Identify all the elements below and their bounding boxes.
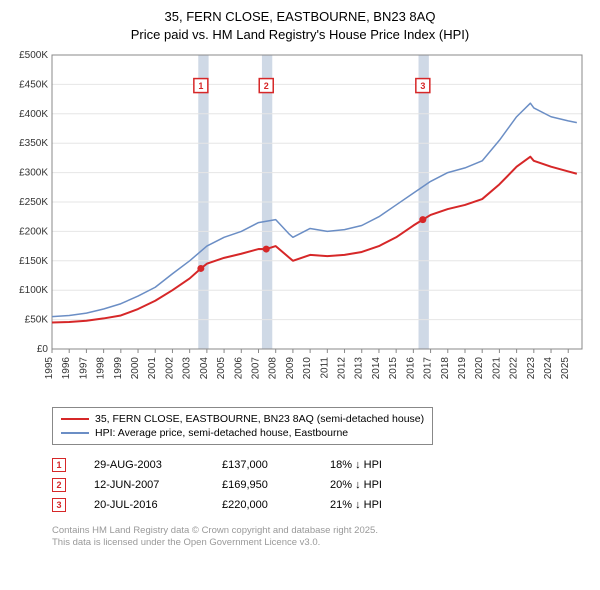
plot-area: £0 £50K £100K £150K £200K £250K £300K £350K £400… <box>10 49 590 399</box>
x-tick-label: 2005 <box>216 357 227 380</box>
x-tick-label: 2007 <box>250 357 261 380</box>
x-tick-label: 2017 <box>423 357 434 380</box>
legend-swatch <box>61 432 89 434</box>
x-tick-label: 2014 <box>371 357 382 380</box>
transaction-date: 20-JUL-2016 <box>94 499 194 511</box>
transaction-price: £169,950 <box>222 479 302 491</box>
y-tick-label: £450K <box>19 79 48 90</box>
y-tick-label: £150K <box>19 256 48 267</box>
title-line-1: 35, FERN CLOSE, EASTBOURNE, BN23 8AQ <box>10 8 590 26</box>
series-line <box>52 157 577 323</box>
transaction-row: 1 29-AUG-2003 £137,000 18% ↓ HPI <box>52 455 590 475</box>
title-line-2: Price paid vs. HM Land Registry's House … <box>10 26 590 44</box>
x-tick-label: 2003 <box>182 357 193 380</box>
transaction-price: £220,000 <box>222 499 302 511</box>
x-tick-label: 2022 <box>509 357 520 380</box>
legend-label: HPI: Average price, semi-detached house,… <box>95 427 348 439</box>
x-tick-label: 1999 <box>113 357 124 380</box>
x-tick-label: 2020 <box>474 357 485 380</box>
transaction-dot <box>263 246 270 253</box>
footer-line-2: This data is licensed under the Open Gov… <box>52 537 590 549</box>
x-tick-label: 2002 <box>164 357 175 380</box>
x-tick-label: 2004 <box>199 357 210 380</box>
footer-line-1: Contains HM Land Registry data © Crown c… <box>52 525 590 537</box>
x-tick-label: 1998 <box>96 357 107 380</box>
x-tick-label: 1995 <box>44 357 55 380</box>
y-tick-label: £250K <box>19 197 48 208</box>
transaction-relative: 18% ↓ HPI <box>330 459 410 471</box>
x-tick-label: 2023 <box>526 357 537 380</box>
y-tick-label: £500K <box>19 50 48 61</box>
x-tick-label: 2016 <box>405 357 416 380</box>
y-tick-label: £400K <box>19 109 48 120</box>
x-tick-label: 2009 <box>285 357 296 380</box>
x-tick-label: 2010 <box>302 357 313 380</box>
y-tick-label: £350K <box>19 138 48 149</box>
x-tick-label: 2015 <box>388 357 399 380</box>
y-tick-label: £50K <box>25 315 49 326</box>
transaction-date: 12-JUN-2007 <box>94 479 194 491</box>
y-tick-label: £0 <box>37 344 49 355</box>
x-tick-label: 2001 <box>147 357 158 380</box>
y-tick-label: £100K <box>19 285 48 296</box>
transaction-dot <box>197 265 204 272</box>
marker-label: 2 <box>264 81 269 91</box>
x-tick-label: 2013 <box>354 357 365 380</box>
transaction-relative: 21% ↓ HPI <box>330 499 410 511</box>
x-tick-label: 2008 <box>268 357 279 380</box>
transaction-marker: 1 <box>52 458 66 472</box>
x-tick-label: 1997 <box>78 357 89 380</box>
x-tick-label: 1996 <box>61 357 72 380</box>
footer-attribution: Contains HM Land Registry data © Crown c… <box>52 525 590 550</box>
legend-row: 35, FERN CLOSE, EASTBOURNE, BN23 8AQ (se… <box>61 412 424 426</box>
marker-label: 3 <box>420 81 425 91</box>
transaction-marker: 3 <box>52 498 66 512</box>
transaction-table: 1 29-AUG-2003 £137,000 18% ↓ HPI 2 12-JUN-200… <box>52 455 590 515</box>
chart-title: 35, FERN CLOSE, EASTBOURNE, BN23 8AQ Pri… <box>10 8 590 43</box>
series-line <box>52 103 577 316</box>
transaction-relative: 20% ↓ HPI <box>330 479 410 491</box>
x-tick-label: 2018 <box>440 357 451 380</box>
transaction-dot <box>419 216 426 223</box>
x-tick-label: 2021 <box>491 357 502 380</box>
legend-swatch <box>61 418 89 420</box>
legend-label: 35, FERN CLOSE, EASTBOURNE, BN23 8AQ (se… <box>95 413 424 425</box>
x-tick-label: 2019 <box>457 357 468 380</box>
y-tick-label: £200K <box>19 226 48 237</box>
transaction-row: 2 12-JUN-2007 £169,950 20% ↓ HPI <box>52 475 590 495</box>
chart-container: 35, FERN CLOSE, EASTBOURNE, BN23 8AQ Pri… <box>0 0 600 556</box>
x-tick-label: 2000 <box>130 357 141 380</box>
x-tick-label: 2024 <box>543 357 554 380</box>
transaction-row: 3 20-JUL-2016 £220,000 21% ↓ HPI <box>52 495 590 515</box>
legend-row: HPI: Average price, semi-detached house,… <box>61 426 424 440</box>
transaction-price: £137,000 <box>222 459 302 471</box>
transaction-marker: 2 <box>52 478 66 492</box>
x-tick-label: 2012 <box>337 357 348 380</box>
chart-svg: £0 £50K £100K £150K £200K £250K £300K £350K £400… <box>10 49 590 399</box>
y-tick-label: £300K <box>19 168 48 179</box>
x-tick-label: 2011 <box>319 357 330 379</box>
transaction-date: 29-AUG-2003 <box>94 459 194 471</box>
marker-label: 1 <box>198 81 203 91</box>
x-tick-label: 2025 <box>560 357 571 380</box>
legend: 35, FERN CLOSE, EASTBOURNE, BN23 8AQ (se… <box>52 407 433 445</box>
x-tick-label: 2006 <box>233 357 244 380</box>
